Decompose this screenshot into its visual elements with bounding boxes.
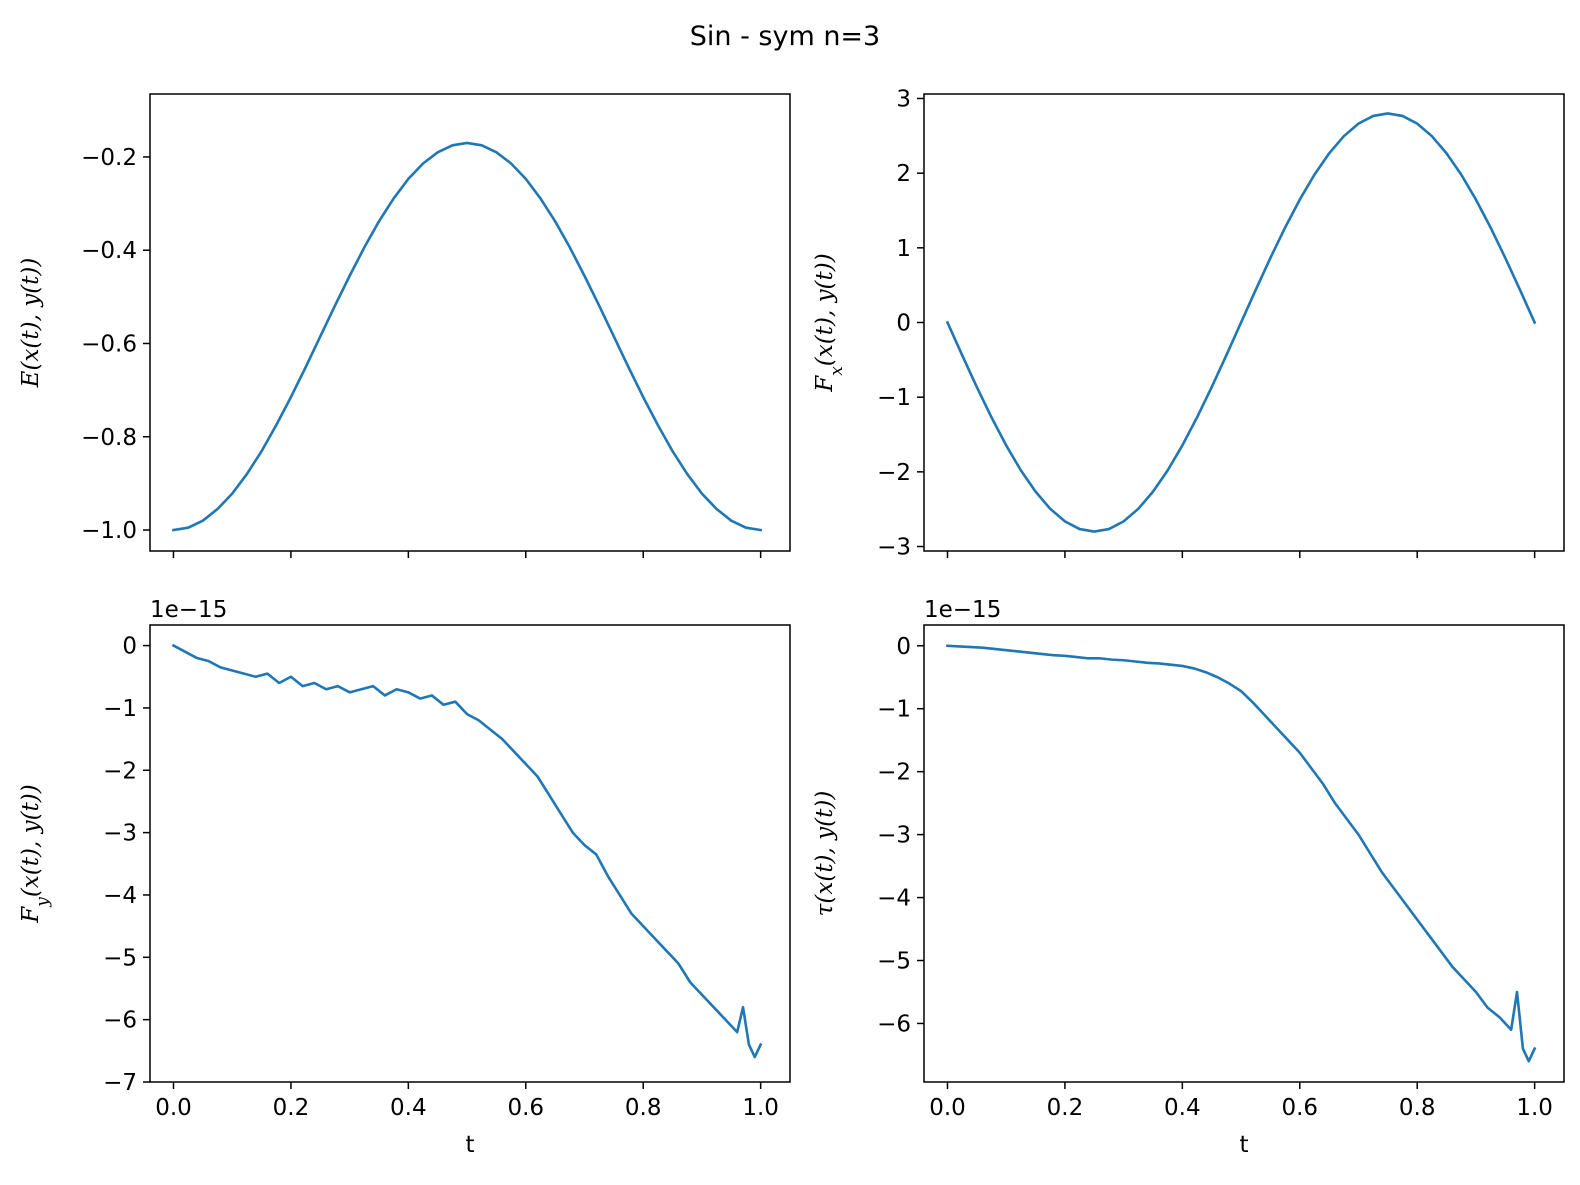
x-tick-label: 0.6	[1281, 1095, 1318, 1121]
series-line-force-x	[945, 112, 1537, 533]
y-tick-label: −4	[877, 886, 911, 912]
axes-frame	[149, 624, 791, 1083]
y-tick-label: −3	[877, 823, 911, 849]
y-tick-label: −0.2	[81, 145, 137, 171]
series-line-energy	[172, 141, 763, 532]
y-tick-label: −3	[103, 821, 137, 847]
panel-force-x: −3 −2 −1 0 1 2 3 Fx(x(t), y(t))	[812, 86, 1565, 561]
x-tick-label: 0.4	[1164, 1095, 1201, 1121]
y-tick-label: −2	[103, 758, 137, 784]
x-tick-label: 0.0	[929, 1095, 966, 1121]
y-tick-label: 3	[896, 86, 911, 112]
y-tick-label: 2	[896, 161, 911, 187]
y-tick-label: −1.0	[81, 518, 137, 544]
y-tick-label: −4	[103, 883, 137, 909]
panel-torque: 0.0 0.2 0.4 0.6 0.8 1.0 −6 −5 −4 −3 −2 −1 0 1e−15 t τ(x…	[812, 597, 1565, 1158]
y-tick-label: −2	[877, 460, 911, 486]
y-axis-label: Fy(x(t), y(t))	[18, 784, 53, 924]
y-tick-label: 0	[896, 311, 911, 337]
axes-frame	[149, 93, 791, 552]
y-tick-label: −1	[877, 697, 911, 723]
y-tick-label: 0	[896, 634, 911, 660]
y-tick-label: −3	[877, 535, 911, 561]
y-tick-label: −0.8	[81, 425, 137, 451]
y-axis-label: E(x(t), y(t))	[18, 258, 44, 389]
panel-force-y: 0.0 0.2 0.4 0.6 0.8 1.0 −7 −6 −5 −4 −3 −2 −1 0 1e−15 t F…	[18, 597, 791, 1158]
y-tick-label: −7	[103, 1070, 137, 1096]
y-tick-label: −0.6	[81, 331, 137, 357]
y-tick-label: −2	[877, 760, 911, 786]
x-tick-label: 0.4	[390, 1095, 427, 1121]
x-tick-label: 0.8	[625, 1095, 662, 1121]
y-axis-label: τ(x(t), y(t))	[812, 791, 838, 917]
y-tick-label: −5	[877, 949, 911, 975]
x-axis-label: t	[465, 1132, 474, 1158]
y-tick-label: −6	[103, 1008, 137, 1034]
series-line-torque	[946, 644, 1537, 1063]
x-tick-label: 0.2	[1047, 1095, 1084, 1121]
y-tick-label: −5	[103, 945, 137, 971]
y-axis-label: Fx(x(t), y(t))	[812, 253, 847, 392]
y-tick-label: −6	[877, 1011, 911, 1037]
y-tick-label: 0	[122, 634, 137, 660]
x-tick-label: 0.8	[1399, 1095, 1436, 1121]
y-tick-label: 1	[896, 236, 911, 262]
x-tick-label: 0.2	[273, 1095, 310, 1121]
x-tick-label: 0.0	[155, 1095, 192, 1121]
y-tick-label: −1	[103, 696, 137, 722]
offset-label: 1e−15	[924, 597, 1001, 623]
series-line-force-y	[171, 643, 763, 1059]
y-tick-label: −1	[877, 385, 911, 411]
panel-energy: −1.0 −0.8 −0.6 −0.4 −0.2 E(x(t), y(t))	[18, 93, 791, 558]
x-tick-label: 1.0	[742, 1095, 779, 1121]
axes-frame	[923, 624, 1565, 1083]
figure-title: Sin - sym n=3	[690, 21, 881, 52]
x-tick-label: 1.0	[1516, 1095, 1553, 1121]
x-tick-label: 0.6	[507, 1095, 544, 1121]
y-tick-label: −0.4	[81, 238, 137, 264]
x-axis-label: t	[1239, 1132, 1248, 1158]
offset-label: 1e−15	[150, 597, 227, 623]
